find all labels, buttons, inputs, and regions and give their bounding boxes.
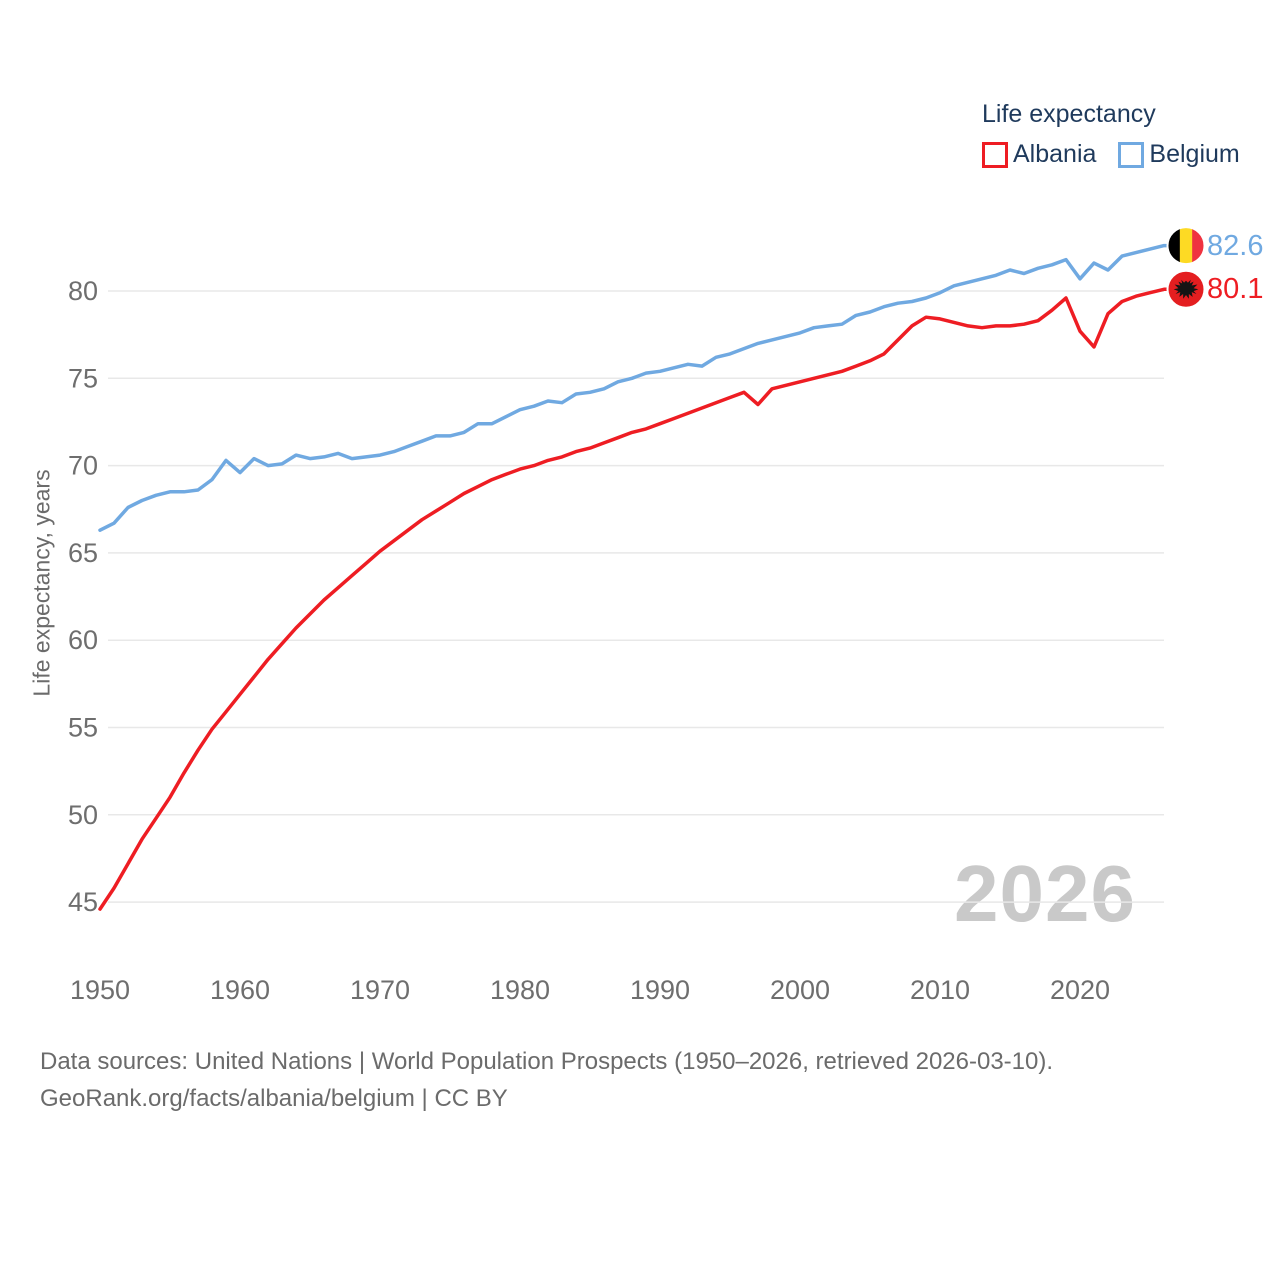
belgium-flag-icon [1166, 226, 1206, 266]
x-tick-label: 2010 [910, 975, 970, 1005]
legend-title: Life expectancy [982, 100, 1156, 128]
legend-items: Albania Belgium [982, 140, 1240, 169]
footer: Data sources: United Nations | World Pop… [40, 1043, 1053, 1117]
x-tick-label: 1950 [70, 975, 130, 1005]
legend-label-albania: Albania [1013, 140, 1097, 168]
y-tick-label: 45 [68, 887, 98, 917]
y-tick-label: 75 [68, 363, 98, 393]
legend: Life expectancy Albania Belgium [982, 100, 1240, 169]
legend-item-belgium[interactable]: Belgium [1118, 140, 1240, 169]
data-source-line: Data sources: United Nations | World Pop… [40, 1048, 1054, 1075]
belgium-line [98, 243, 1169, 532]
x-tick-label: 2020 [1050, 975, 1110, 1005]
attribution-line: GeoRank.org/facts/albania/belgium | CC B… [40, 1085, 508, 1112]
y-tick-label: 70 [68, 451, 98, 481]
y-tick-label: 65 [68, 538, 98, 568]
y-tick-label: 50 [68, 800, 98, 830]
x-tick-label: 2000 [770, 975, 830, 1005]
albania-swatch-icon [982, 141, 1008, 168]
belgium-end-value: 82.6 [1207, 229, 1264, 262]
x-tick-label: 1990 [630, 975, 690, 1005]
y-axis-title: Life expectancy, years [28, 469, 55, 697]
x-tick-label: 1980 [490, 975, 550, 1005]
legend-item-albania[interactable]: Albania [982, 140, 1096, 169]
y-tick-label: 60 [68, 625, 98, 655]
y-tick-label: 55 [68, 713, 98, 743]
albania-flag-icon [1166, 269, 1206, 309]
albania-line [98, 287, 1169, 911]
x-tick-label: 1970 [350, 975, 410, 1005]
year-watermark: 2026 [954, 849, 1136, 938]
y-tick-label: 80 [68, 276, 98, 306]
legend-label-belgium: Belgium [1149, 140, 1240, 168]
x-tick-label: 1960 [210, 975, 270, 1005]
belgium-flag-stripe [1179, 227, 1193, 265]
belgium-swatch-icon [1118, 141, 1145, 168]
albania-end-value: 80.1 [1207, 273, 1264, 306]
